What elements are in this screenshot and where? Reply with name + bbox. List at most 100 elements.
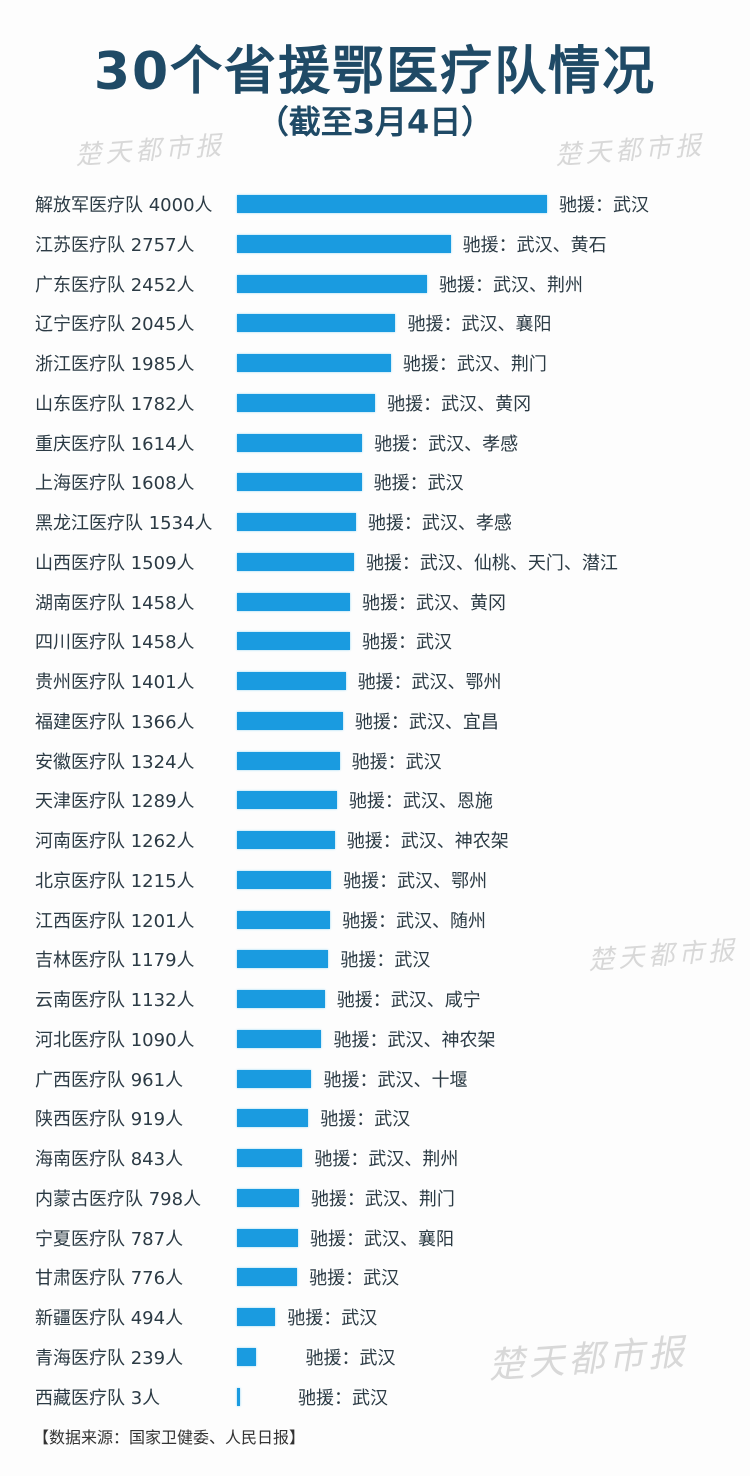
row-label: 湖南医疗队 1458人	[35, 592, 195, 614]
row-label: 河北医疗队 1090人	[35, 1029, 195, 1051]
chart-row: 海南医疗队 843人 驰援：武汉、荆州	[0, 1137, 750, 1177]
chart-row: 天津医疗队 1289人 驰援：武汉、恩施	[0, 779, 750, 819]
bar	[237, 592, 350, 611]
destination-label: 驰援：武汉	[287, 1308, 378, 1329]
row-label: 内蒙古医疗队 798人	[35, 1188, 202, 1210]
bar	[237, 1268, 298, 1287]
chart-row: 江西医疗队 1201人 驰援：武汉、随州	[0, 899, 750, 939]
destination-label: 驰援：武汉、咸宁	[336, 990, 481, 1011]
bar	[237, 831, 335, 849]
chart-row: 上海医疗队 1608人 驰援：武汉	[0, 461, 750, 501]
row-label: 甘肃医疗队 776人	[35, 1268, 184, 1290]
chart-row: 青海医疗队 239人 驰援：武汉	[0, 1336, 750, 1376]
chart-row: 广西医疗队 961人 驰援：武汉、十堰	[0, 1058, 750, 1098]
chart-row: 新疆医疗队 494人 驰援：武汉	[0, 1296, 750, 1336]
chart-row: 安徽医疗队 1324人 驰援：武汉	[0, 740, 750, 780]
bar	[237, 711, 343, 730]
row-label: 福建医疗队 1366人	[35, 711, 195, 733]
destination-label: 驰援：武汉、仙桃、天门、潜江	[365, 552, 618, 574]
destination-label: 驰援：武汉	[559, 195, 649, 216]
bar	[237, 1029, 322, 1048]
row-label: 山东医疗队 1782人	[35, 393, 195, 415]
bar	[237, 513, 356, 531]
destination-label: 驰援：武汉、神农架	[346, 831, 509, 852]
bar	[237, 910, 331, 929]
row-label: 四川医疗队 1458人	[35, 632, 195, 654]
data-source: 【数据来源：国家卫健委、人民日报】	[33, 1428, 306, 1447]
destination-label: 驰援：武汉、黄石	[462, 234, 607, 256]
bar	[237, 552, 354, 571]
bar	[237, 314, 396, 333]
row-label: 江苏医疗队 2757人	[35, 234, 195, 256]
chart-row: 解放军医疗队 4000人 驰援：武汉	[0, 183, 750, 223]
bar	[237, 195, 547, 213]
destination-label: 驰援：武汉	[340, 950, 431, 972]
chart-row: 四川医疗队 1458人 驰援：武汉	[0, 620, 750, 660]
destination-label: 驰援：武汉、宜昌	[354, 711, 499, 733]
bar	[237, 234, 451, 253]
destination-label: 驰援：武汉、神农架	[333, 1029, 496, 1051]
bar	[237, 870, 332, 889]
row-label: 西藏医疗队 3人	[35, 1387, 161, 1409]
destination-label: 驰援：武汉	[305, 1347, 396, 1369]
destination-label: 驰援：武汉、恩施	[348, 791, 493, 813]
chart-row: 江苏医疗队 2757人 驰援：武汉、黄石	[0, 223, 750, 263]
destination-label: 驰援：武汉、荆州	[314, 1149, 459, 1170]
bar	[237, 1308, 276, 1326]
bar	[237, 1347, 256, 1366]
chart-row: 贵州医疗队 1401人 驰援：武汉、鄂州	[0, 660, 750, 700]
chart-row: 湖南医疗队 1458人 驰援：武汉、黄冈	[0, 581, 750, 621]
row-label: 天津医疗队 1289人	[35, 791, 195, 813]
bar	[237, 1069, 312, 1088]
row-label: 广西医疗队 961人	[35, 1069, 184, 1091]
bar	[237, 393, 376, 412]
destination-label: 驰援：武汉、孝感	[367, 513, 512, 534]
chart-row: 宁夏医疗队 787人 驰援：武汉、襄阳	[0, 1217, 750, 1257]
row-label: 解放军医疗队 4000人	[35, 195, 213, 216]
bar	[237, 1109, 309, 1128]
row-label: 广东医疗队 2452人	[35, 274, 195, 296]
row-label: 新疆医疗队 494人	[35, 1308, 184, 1329]
destination-label: 驰援：武汉、鄂州	[343, 870, 488, 892]
destination-label: 驰援：武汉、鄂州	[357, 672, 502, 693]
chart-row: 西藏医疗队 3人 驰援：武汉	[0, 1376, 750, 1416]
chart-row: 广东医疗队 2452人 驰援：武汉、荆州	[0, 263, 750, 303]
chart-subtitle: （截至3月4日）	[256, 103, 494, 141]
row-label: 宁夏医疗队 787人	[35, 1228, 184, 1250]
destination-label: 驰援：武汉、襄阳	[309, 1228, 454, 1250]
chart-row: 陕西医疗队 919人 驰援：武汉	[0, 1097, 750, 1137]
chart-row: 山东医疗队 1782人 驰援：武汉、黄冈	[0, 382, 750, 422]
destination-label: 驰援：武汉	[351, 751, 442, 773]
destination-label: 驰援：武汉、孝感	[374, 433, 519, 455]
row-label: 黑龙江医疗队 1534人	[35, 513, 213, 534]
destination-label: 驰援：武汉	[361, 632, 452, 654]
destination-label: 驰援：武汉、随州	[342, 910, 487, 932]
bar	[237, 1188, 299, 1207]
chart-row: 黑龙江医疗队 1534人 驰援：武汉、孝感	[0, 501, 750, 541]
bar	[237, 751, 340, 770]
destination-label: 驰援：武汉	[373, 473, 464, 495]
bar	[237, 274, 428, 293]
bar	[237, 473, 362, 492]
chart-row: 河北医疗队 1090人 驰援：武汉、神农架	[0, 1018, 750, 1058]
bar	[237, 1387, 240, 1406]
destination-label: 驰援：武汉、黄冈	[361, 592, 506, 614]
row-label: 河南医疗队 1262人	[35, 831, 195, 852]
destination-label: 驰援：武汉、十堰	[323, 1069, 468, 1091]
bar	[237, 791, 337, 810]
bar	[237, 672, 346, 690]
row-label: 贵州医疗队 1401人	[35, 672, 195, 693]
chart-row: 北京医疗队 1215人 驰援：武汉、鄂州	[0, 859, 750, 899]
row-label: 云南医疗队 1132人	[35, 990, 195, 1011]
bar	[237, 354, 391, 372]
destination-label: 驰援：武汉	[298, 1387, 388, 1409]
destination-label: 驰援：武汉、襄阳	[407, 314, 552, 336]
row-label: 山西医疗队 1509人	[35, 552, 195, 574]
row-label: 辽宁医疗队 2045人	[35, 314, 195, 336]
destination-label: 驰援：武汉、荆门	[402, 354, 547, 375]
row-label: 浙江医疗队 1985人	[35, 354, 195, 375]
bar	[237, 990, 325, 1008]
row-label: 安徽医疗队 1324人	[35, 751, 195, 773]
bar	[237, 632, 350, 651]
destination-label: 驰援：武汉、黄冈	[387, 393, 532, 415]
